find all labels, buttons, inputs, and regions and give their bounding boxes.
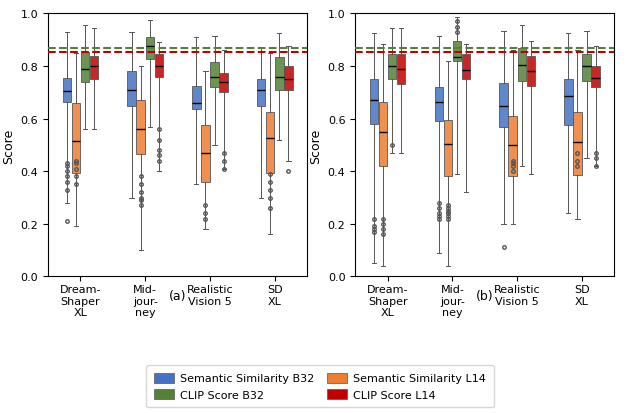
PathPatch shape <box>201 126 210 182</box>
PathPatch shape <box>155 55 163 77</box>
PathPatch shape <box>452 42 461 62</box>
PathPatch shape <box>573 113 582 176</box>
PathPatch shape <box>591 67 600 88</box>
PathPatch shape <box>370 80 378 125</box>
PathPatch shape <box>379 102 387 166</box>
PathPatch shape <box>499 84 508 127</box>
PathPatch shape <box>462 55 470 80</box>
PathPatch shape <box>211 63 219 88</box>
Text: (a): (a) <box>169 289 187 302</box>
Legend: Semantic Similarity B32, CLIP Score B32, Semantic Similarity L14, CLIP Score L14: Semantic Similarity B32, CLIP Score B32,… <box>147 365 493 408</box>
PathPatch shape <box>444 121 452 177</box>
PathPatch shape <box>90 57 98 80</box>
Text: (b): (b) <box>476 289 493 302</box>
PathPatch shape <box>435 88 443 122</box>
PathPatch shape <box>397 55 405 85</box>
PathPatch shape <box>192 87 200 110</box>
PathPatch shape <box>81 52 89 83</box>
PathPatch shape <box>527 57 535 87</box>
PathPatch shape <box>564 80 573 126</box>
PathPatch shape <box>257 80 266 106</box>
PathPatch shape <box>63 79 71 102</box>
PathPatch shape <box>72 104 80 173</box>
Y-axis label: Score: Score <box>309 128 322 163</box>
PathPatch shape <box>127 72 136 106</box>
PathPatch shape <box>136 101 145 155</box>
Y-axis label: Score: Score <box>2 128 15 163</box>
PathPatch shape <box>518 49 526 81</box>
PathPatch shape <box>388 55 396 80</box>
PathPatch shape <box>266 113 275 173</box>
PathPatch shape <box>145 38 154 60</box>
PathPatch shape <box>275 58 284 90</box>
PathPatch shape <box>220 74 228 93</box>
PathPatch shape <box>508 117 517 177</box>
PathPatch shape <box>582 55 591 81</box>
PathPatch shape <box>284 67 292 90</box>
